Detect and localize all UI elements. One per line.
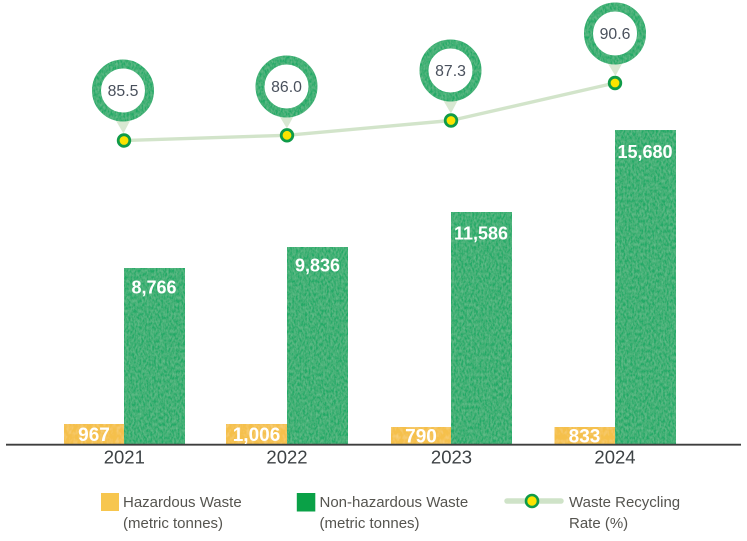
svg-text:1,006: 1,006 [233,425,281,446]
svg-text:8,766: 8,766 [131,278,176,298]
svg-text:86.0: 86.0 [271,79,302,96]
svg-text:833: 833 [569,427,601,448]
svg-text:Waste Recycling: Waste Recycling [569,494,680,511]
svg-text:2021: 2021 [104,446,145,467]
svg-text:(metric tonnes): (metric tonnes) [123,515,223,532]
svg-text:Rate (%): Rate (%) [569,515,628,532]
svg-text:11,586: 11,586 [454,224,508,244]
svg-text:2023: 2023 [431,446,472,467]
svg-text:15,680: 15,680 [617,142,672,162]
svg-text:85.5: 85.5 [108,83,139,100]
svg-text:87.3: 87.3 [435,63,466,80]
svg-text:9,836: 9,836 [295,256,340,276]
svg-text:790: 790 [405,427,437,448]
svg-text:Non-hazardous Waste: Non-hazardous Waste [320,494,469,511]
svg-text:2022: 2022 [266,446,307,467]
svg-text:(metric tonnes): (metric tonnes) [320,515,420,532]
svg-text:Hazardous Waste: Hazardous Waste [123,494,242,511]
svg-text:2024: 2024 [594,446,635,467]
svg-text:90.6: 90.6 [600,26,631,43]
svg-text:967: 967 [78,425,110,446]
